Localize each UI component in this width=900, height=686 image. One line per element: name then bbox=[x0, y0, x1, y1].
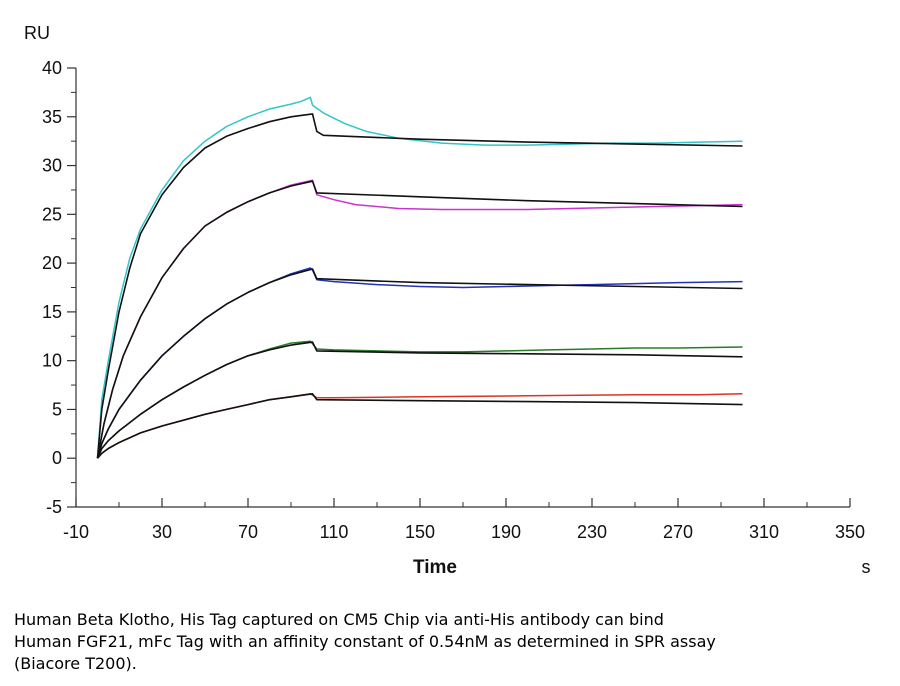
x-tick-label: -10 bbox=[63, 522, 89, 542]
figure-caption: Human Beta Klotho, His Tag captured on C… bbox=[14, 609, 874, 675]
y-tick-label: 30 bbox=[42, 156, 62, 176]
fit-curve bbox=[96, 268, 743, 459]
x-tick-label: 70 bbox=[238, 522, 258, 542]
caption-line-3: (Biacore T200). bbox=[14, 654, 137, 673]
x-tick-label: 270 bbox=[663, 522, 693, 542]
x-tick-label: 350 bbox=[835, 522, 865, 542]
spr-sensorgram-chart: -5 0 5 10 15 20 25 30 35 40 -10 30 70 110 150 190 230 27… bbox=[24, 23, 871, 578]
y-axis: -5 0 5 10 15 20 25 30 35 40 bbox=[42, 58, 77, 517]
x-axis: -10 30 70 110 150 190 230 270 310 350 bbox=[63, 498, 865, 542]
fit-curve bbox=[96, 180, 743, 459]
y-tick-label: 15 bbox=[42, 302, 62, 322]
caption-line-1: Human Beta Klotho, His Tag captured on C… bbox=[14, 610, 664, 629]
x-tick-label: 230 bbox=[577, 522, 607, 542]
y-tick-label: 40 bbox=[42, 58, 62, 78]
fit-curve bbox=[96, 393, 743, 459]
green-sensorgram-line bbox=[96, 340, 743, 459]
y-tick-label: -5 bbox=[46, 497, 62, 517]
x-axis-title: Time bbox=[413, 557, 457, 578]
blue-sensorgram-line bbox=[96, 267, 743, 459]
fit-curve bbox=[96, 113, 743, 459]
y-tick-label: 35 bbox=[42, 107, 62, 127]
x-tick-label: 110 bbox=[320, 522, 349, 542]
x-unit-label: s bbox=[862, 557, 871, 577]
y-tick-label: 20 bbox=[42, 253, 62, 273]
series-lines bbox=[96, 96, 743, 459]
y-tick-label: 0 bbox=[52, 448, 62, 468]
caption-line-2: Human FGF21, mFc Tag with an affinity co… bbox=[14, 632, 716, 651]
y-tick-label: 10 bbox=[42, 351, 62, 371]
x-tick-label: 310 bbox=[749, 522, 779, 542]
fit-curve bbox=[96, 341, 743, 459]
y-tick-label: 25 bbox=[42, 204, 62, 224]
y-unit-label: RU bbox=[24, 23, 50, 43]
x-tick-label: 150 bbox=[405, 522, 435, 542]
x-tick-label: 190 bbox=[491, 522, 521, 542]
x-tick-label: 30 bbox=[152, 522, 172, 542]
y-tick-label: 5 bbox=[52, 399, 62, 419]
cyan-sensorgram-line bbox=[96, 96, 743, 459]
